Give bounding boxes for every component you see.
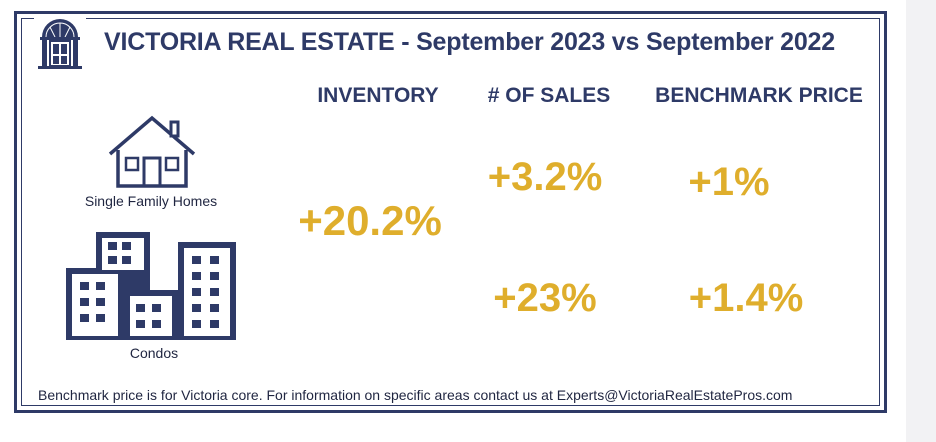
- card-inner-border: [21, 18, 880, 406]
- single-family-sales-change-value: +3.2%: [487, 155, 603, 199]
- page-title: VICTORIA REAL ESTATE - September 2023 vs…: [104, 28, 835, 56]
- inventory-change-value: +20.2%: [298, 197, 442, 244]
- column-header-sales: # OF SALES: [487, 84, 611, 107]
- column-header-benchmark-price: BENCHMARK PRICE: [655, 84, 863, 107]
- doorway-logo-icon: [34, 15, 86, 69]
- condos-label: Condos: [129, 345, 179, 361]
- single-family-homes-label: Single Family Homes: [84, 193, 218, 209]
- footnote: Benchmark price is for Victoria core. Fo…: [38, 387, 793, 403]
- infographic-card: [14, 11, 887, 413]
- condos-benchmark-change-value: +1.4%: [688, 276, 804, 320]
- house-icon: [108, 115, 196, 188]
- condo-buildings-icon: [66, 232, 236, 340]
- condos-sales-change-value: +23%: [493, 276, 597, 320]
- single-family-benchmark-change-value: +1%: [688, 160, 770, 204]
- scrollbar-gutter: [906, 0, 936, 442]
- column-header-inventory: INVENTORY: [317, 84, 439, 107]
